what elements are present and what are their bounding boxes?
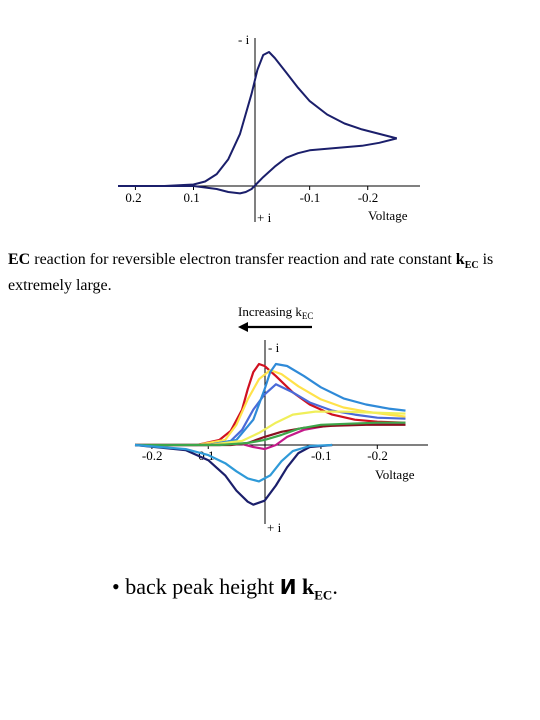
proportional-symbol: Ͷ [279,575,297,599]
cv-series [135,369,406,447]
caption-text-2: is extremely large. [8,251,494,295]
cv-series [135,410,406,447]
y-label-bottom: + i [257,210,272,225]
caption-bold-ec: EC [8,251,31,268]
cv-series [135,421,406,447]
x-tick-label: 0.2 [125,190,141,205]
x-tick-label: -0.2 [142,448,163,463]
x-axis-title-2: Voltage [375,467,415,482]
cv-chart-1: 0.2 0.1 -0.1 -0.2 - i + i Voltage [118,32,420,225]
y-label-bottom-2: + i [267,520,282,535]
cv-series [135,362,406,447]
bullet-k: kEC [302,574,333,603]
y-label-top-2: - i [268,340,280,355]
cv-reverse-scan [118,137,398,195]
caption-text: reaction for reversible electron transfe… [30,251,456,268]
caption: EC reaction for reversible electron tran… [8,250,528,296]
x-tick-label: -0.2 [358,190,379,205]
x-axis-title: Voltage [368,208,408,223]
cv-series [135,423,406,447]
y-label-top: - i [238,32,250,47]
increasing-kec-annotation: Increasing kEC [238,304,313,321]
x-tick-label: 0.1 [184,190,200,205]
cv-series [135,362,406,447]
cv-series [134,443,333,506]
x-tick-label: -0.1 [300,190,321,205]
cv-forward-scan [118,51,398,187]
bullet-point: • back peak height Ͷ kEC. [112,574,338,603]
x-tick-label: -0.2 [367,448,388,463]
cv-series [134,443,333,483]
caption-k: kEC [455,251,479,272]
increasing-arrow-head [238,322,248,332]
x-tick-label: -0.1 [311,448,332,463]
bullet-text: • back peak height [112,574,280,599]
